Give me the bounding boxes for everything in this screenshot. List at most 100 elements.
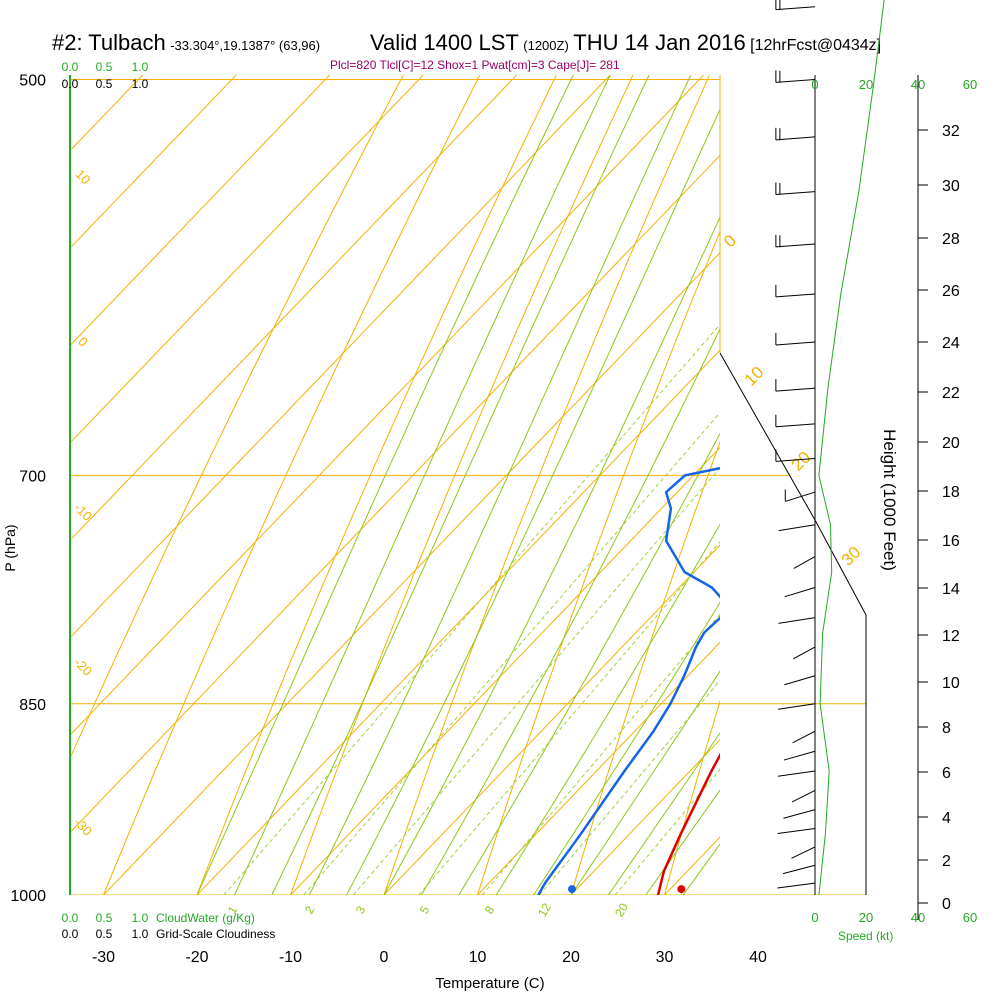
wind-barb: [775, 6, 816, 11]
height-tick-label: 0: [942, 896, 951, 913]
isotherm-line: [70, 75, 705, 736]
height-tick-label: 12: [942, 628, 960, 645]
wind-barb: [784, 587, 816, 598]
station-coords: -33.304°,19.1387° (63,96): [170, 38, 321, 53]
moist-adiabat-label: 0: [720, 231, 740, 251]
mixing-ratio-line: [418, 541, 720, 895]
isotherm-line: [852, 0, 1000, 895]
moist-adiabat: [308, 75, 692, 895]
zulu-time: (1200Z): [523, 38, 569, 53]
dry-adiabat: [852, 0, 1000, 895]
speed-label: Speed (kt): [838, 929, 893, 943]
isotherm-line: [103, 252, 720, 895]
isotherm-line: [0, 0, 828, 895]
dry-adiabat-label: 10: [73, 166, 94, 187]
isotherm-line: [70, 75, 611, 639]
speed-tick-bottom: 0: [811, 910, 818, 925]
height-tick-label: 8: [942, 720, 951, 737]
wind-barb: [777, 827, 816, 834]
cloudiness-tick-top: 1.0: [132, 77, 149, 91]
mixing-ratio-label: 8: [482, 903, 498, 916]
dewpoint-line: [537, 466, 720, 895]
wind-barb: [782, 864, 816, 875]
wind-barb: [775, 387, 816, 392]
temperature-tick-label: -30: [92, 949, 115, 966]
cloudiness-tick-top: 0.0: [62, 77, 79, 91]
moist-adiabat: [271, 75, 650, 895]
cloudiness-label: Grid-Scale Cloudiness: [156, 927, 275, 941]
wind-barb: [778, 703, 816, 710]
wind-barb: [777, 882, 816, 889]
cloud-water-tick-bottom: 0.0: [62, 911, 79, 925]
cloud-water-tick-bottom: 0.5: [96, 911, 113, 925]
isotherm-line: [70, 75, 424, 444]
dry-adiabat: [664, 699, 720, 895]
height-tick-label: 32: [942, 123, 960, 140]
valid-date: THU 14 Jan 2016: [573, 30, 746, 55]
valid-time: Valid 1400 LST: [370, 30, 519, 55]
temperature-tick-label: -20: [185, 949, 208, 966]
moist-adiabat: [570, 670, 720, 895]
wind-barb: [777, 770, 816, 777]
height-tick-label: 20: [942, 435, 960, 452]
moist-adiabat: [495, 523, 720, 895]
moist-adiabat-label: 30: [838, 543, 865, 570]
pressure-tick-label: 850: [19, 697, 46, 714]
cloud-water-tick-top: 0.0: [62, 60, 79, 74]
station-title: #2: Tulbach: [52, 30, 166, 55]
mixing-ratio-label: 2: [302, 903, 318, 916]
moist-adiabat: [346, 108, 720, 895]
isotherm-line: [70, 75, 331, 347]
cloudiness-tick-bottom: 1.0: [132, 927, 149, 941]
surface-temperature-dot: [677, 885, 686, 894]
isotherm-line: [290, 446, 720, 895]
height-tick-label: 22: [942, 385, 960, 402]
y-axis-label: P (hPa): [2, 524, 18, 571]
dry-adiabat-label: -20: [71, 655, 95, 679]
dry-adiabat: [383, 75, 711, 895]
wind-barb: [775, 243, 816, 248]
wind-barb: [775, 293, 816, 298]
wind-barb: [791, 846, 816, 859]
height-axis-label: Height (1000 Feet): [880, 429, 899, 571]
temperature-tick-label: 40: [749, 949, 767, 966]
mixing-ratio-line: [539, 679, 720, 895]
temperature-tick-label: 0: [380, 949, 389, 966]
height-tick-label: 16: [942, 533, 960, 550]
speed-tick-bottom: 20: [859, 910, 873, 925]
dry-adiabat: [103, 75, 481, 895]
wind-barb: [791, 790, 816, 803]
height-tick-label: 18: [942, 484, 960, 501]
pressure-tick-label: 700: [19, 468, 46, 485]
moist-adiabat: [420, 327, 720, 895]
mixing-ratio-label: 20: [612, 900, 631, 919]
isotherm-line: [70, 154, 720, 834]
chart-header: #2: Tulbach -33.304°,19.1387° (63,96): [52, 30, 320, 56]
cloud-water-tick-bottom: 1.0: [132, 911, 149, 925]
moist-adiabat-label: 20: [788, 448, 815, 475]
stability-indices: Plcl=820 Tlcl[C]=12 Shox=1 Pwat[cm]=3 Ca…: [330, 58, 620, 72]
moist-adiabat: [233, 75, 611, 895]
temperature-tick-label: 30: [656, 949, 674, 966]
dry-adiabat: [196, 75, 557, 895]
temperature-tick-label: 20: [562, 949, 580, 966]
surface-dewpoint-dot: [567, 885, 576, 894]
wind-barb: [784, 675, 816, 686]
cloudiness-tick-bottom: 0.5: [96, 927, 113, 941]
height-tick-label: 14: [942, 581, 960, 598]
isotherm-line: [70, 75, 237, 249]
wind-barb: [778, 524, 816, 532]
cloud-water-tick-top: 1.0: [132, 60, 149, 74]
dry-adiabat-label: -30: [71, 815, 95, 839]
speed-tick-top: 0: [811, 77, 818, 92]
dry-adiabat: [477, 230, 720, 895]
height-tick-label: 6: [942, 765, 951, 782]
wind-barb: [778, 617, 816, 624]
wind-barb: [775, 423, 816, 428]
mixing-ratio-label: 3: [353, 903, 369, 916]
isotherm-line: [70, 75, 518, 542]
pressure-tick-label: 500: [19, 73, 46, 90]
temperature-tick-label: -10: [279, 949, 302, 966]
cloudiness-tick-bottom: 0.0: [62, 927, 79, 941]
